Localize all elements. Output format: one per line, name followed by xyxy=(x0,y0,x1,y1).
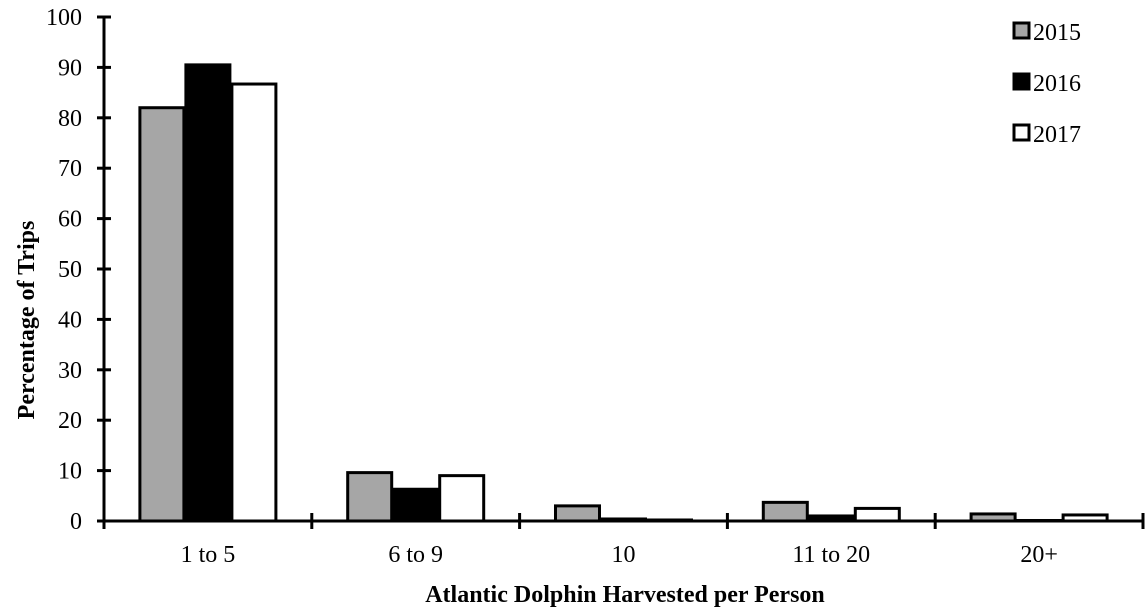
y-tick-label: 30 xyxy=(58,358,82,384)
legend-swatch-2016 xyxy=(1012,72,1031,91)
y-tick-label: 100 xyxy=(46,5,82,31)
bar-2015-3 xyxy=(761,500,809,523)
legend-label-2016: 2016 xyxy=(1033,71,1081,97)
x-tick-label: 10 xyxy=(612,542,636,568)
bars-layer xyxy=(138,63,1109,523)
y-tick-label: 40 xyxy=(58,307,82,333)
bar-2016-1 xyxy=(392,487,440,523)
legend-swatch-2015 xyxy=(1012,21,1031,40)
y-tick-label: 80 xyxy=(58,106,82,132)
legend-swatch-2017 xyxy=(1012,123,1031,142)
x-tick-labels: 1 to 5 6 to 9 10 11 to 20 20+ xyxy=(181,542,1058,568)
y-tick-label: 10 xyxy=(58,459,82,485)
bar-2017-1 xyxy=(438,474,486,523)
bar-2015-2 xyxy=(554,504,601,523)
y-tick-label: 50 xyxy=(58,257,82,283)
x-tick-label: 20+ xyxy=(1020,542,1058,568)
legend-label-2017: 2017 xyxy=(1033,122,1081,148)
y-tick-label: 0 xyxy=(70,509,82,535)
y-axis-title: Percentage of Trips xyxy=(14,221,40,420)
y-tick-label: 90 xyxy=(58,55,82,81)
y-tick-label: 20 xyxy=(58,408,82,434)
legend: 2015 2016 2017 xyxy=(1012,20,1081,148)
bar-2015-1 xyxy=(346,471,394,523)
legend-label-2015: 2015 xyxy=(1033,20,1081,46)
y-tick-label: 60 xyxy=(58,207,82,233)
bar-2015-0 xyxy=(138,106,186,523)
bar-2016-0 xyxy=(184,63,232,523)
bar-2017-0 xyxy=(230,82,278,523)
x-tick-label: 11 to 20 xyxy=(792,542,870,568)
x-tick-label: 6 to 9 xyxy=(388,542,443,568)
x-tick-label: 1 to 5 xyxy=(181,542,236,568)
y-tick-label: 70 xyxy=(58,156,82,182)
y-tick-labels: 0 10 20 30 40 50 60 70 80 90 100 xyxy=(46,5,82,535)
x-axis-title: Atlantic Dolphin Harvested per Person xyxy=(425,582,825,608)
bar-2017-3 xyxy=(853,506,901,523)
axes-layer xyxy=(97,15,1145,529)
